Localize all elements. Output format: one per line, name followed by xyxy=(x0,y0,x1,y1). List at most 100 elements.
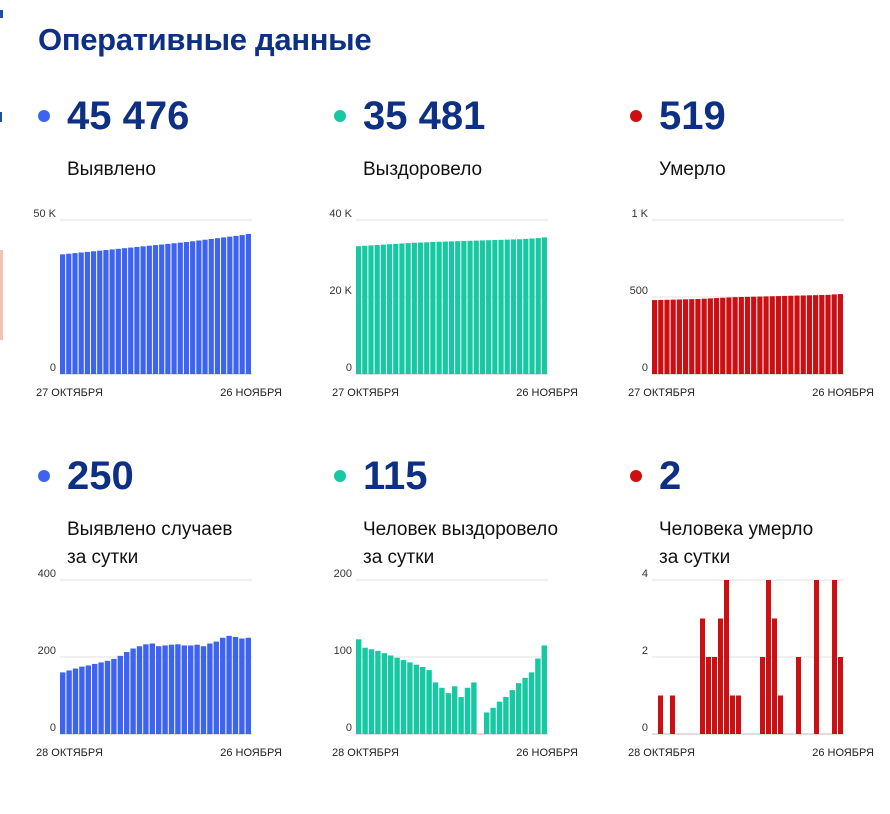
bar xyxy=(720,297,726,374)
bar xyxy=(788,295,794,374)
bar xyxy=(196,240,202,374)
y-tick-label: 40 K xyxy=(329,208,352,220)
x-start-label: 27 ОКТЯБРЯ xyxy=(332,387,399,399)
label-line: за сутки xyxy=(363,547,435,568)
deaths-daily-value: 2 xyxy=(659,454,682,498)
bar xyxy=(227,236,233,374)
bar xyxy=(399,243,405,374)
bar xyxy=(509,690,515,734)
bar xyxy=(718,618,723,734)
bar xyxy=(374,245,380,374)
bar xyxy=(700,618,705,734)
bar xyxy=(128,247,134,374)
page-title: Оперативные данные xyxy=(38,22,372,57)
bar xyxy=(393,243,399,374)
bar xyxy=(772,618,777,734)
deaths-total-label: Умерло xyxy=(659,156,890,184)
bar xyxy=(701,298,707,374)
bar xyxy=(245,637,251,734)
bar xyxy=(464,687,471,734)
bar xyxy=(738,297,744,374)
bar xyxy=(831,294,837,374)
bar xyxy=(439,687,445,734)
recovered-total-value: 35 481 xyxy=(363,94,486,138)
bar xyxy=(838,657,843,734)
bar xyxy=(726,297,732,374)
y-tick-label: 2 xyxy=(642,645,648,657)
bar xyxy=(130,648,136,734)
bar xyxy=(104,660,111,734)
bar xyxy=(535,658,541,734)
y-tick-label: 0 xyxy=(50,362,56,374)
bar xyxy=(103,250,109,374)
bar xyxy=(168,644,175,734)
bar xyxy=(411,242,417,374)
bar xyxy=(763,296,769,374)
bar xyxy=(72,253,78,374)
x-start-label: 28 ОКТЯБРЯ xyxy=(332,747,399,759)
bar xyxy=(239,638,245,734)
legend-dot-icon xyxy=(38,110,50,122)
bar xyxy=(245,233,251,374)
bar xyxy=(140,246,146,374)
x-end-label: 26 НОЯБРЯ xyxy=(516,747,578,759)
x-start-label: 28 ОКТЯБРЯ xyxy=(628,747,695,759)
bar xyxy=(386,244,393,374)
label-line: Выздоровело xyxy=(363,159,483,180)
recovered-daily-chart: 0 100 200 28 ОКТЯБРЯ 26 НОЯБРЯ xyxy=(332,568,578,759)
y-tick-label: 0 xyxy=(642,362,648,374)
x-start-label: 27 ОКТЯБРЯ xyxy=(36,387,103,399)
bar xyxy=(796,657,801,734)
detected-total-value: 45 476 xyxy=(67,94,190,138)
legend-dot-icon xyxy=(630,470,642,482)
detected-daily-label: Выявлено случаев за сутки xyxy=(67,516,317,572)
bar xyxy=(445,693,451,734)
recovered-total-chart: 0 20 K 40 K 27 ОКТЯБРЯ 26 НОЯБРЯ xyxy=(329,208,578,399)
bar xyxy=(430,241,436,374)
bar xyxy=(356,639,362,734)
recovered-total-label: Выздоровело xyxy=(363,156,613,184)
label-line: Выявлено xyxy=(67,159,156,180)
bar xyxy=(676,299,682,374)
bar xyxy=(452,686,458,734)
legend-dot-icon xyxy=(630,110,642,122)
bar xyxy=(424,242,430,374)
bar xyxy=(417,242,424,374)
detected-total-chart: 0 50 K 27 ОКТЯБРЯ 26 НОЯБРЯ xyxy=(33,208,282,399)
bar xyxy=(194,644,200,734)
deaths-total-panel: 519 Умерло 0 500 1 K 27 ОКТЯБРЯ 26 НОЯБРЯ xyxy=(628,88,890,448)
bar xyxy=(375,650,381,734)
bar xyxy=(535,238,541,374)
bar xyxy=(111,658,117,734)
bar xyxy=(171,243,177,374)
y-tick-label: 20 K xyxy=(329,285,352,297)
bar xyxy=(381,653,387,734)
x-end-label: 26 НОЯБРЯ xyxy=(516,387,578,399)
recovered-daily-label: Человек выздоровело за сутки xyxy=(363,516,613,572)
bar xyxy=(724,580,729,734)
bar xyxy=(136,646,143,734)
bar xyxy=(146,245,152,374)
bar xyxy=(707,298,713,374)
bar xyxy=(442,241,448,374)
bar xyxy=(407,662,413,734)
bar xyxy=(356,246,362,374)
bar xyxy=(188,645,194,734)
bar xyxy=(479,240,486,374)
bar xyxy=(134,246,140,374)
legend-dot-icon xyxy=(38,470,50,482)
bar xyxy=(496,701,503,734)
bar xyxy=(813,295,819,374)
bar xyxy=(658,299,664,374)
bar xyxy=(757,296,763,374)
bar xyxy=(109,249,115,374)
bar xyxy=(541,645,547,734)
bar xyxy=(712,657,717,734)
bar xyxy=(670,299,676,374)
bar xyxy=(400,660,407,734)
recovered-daily-value: 115 xyxy=(363,454,428,498)
deaths-total-value: 519 xyxy=(659,94,726,138)
bar xyxy=(183,242,190,374)
bar xyxy=(121,248,128,374)
bar xyxy=(794,295,800,374)
